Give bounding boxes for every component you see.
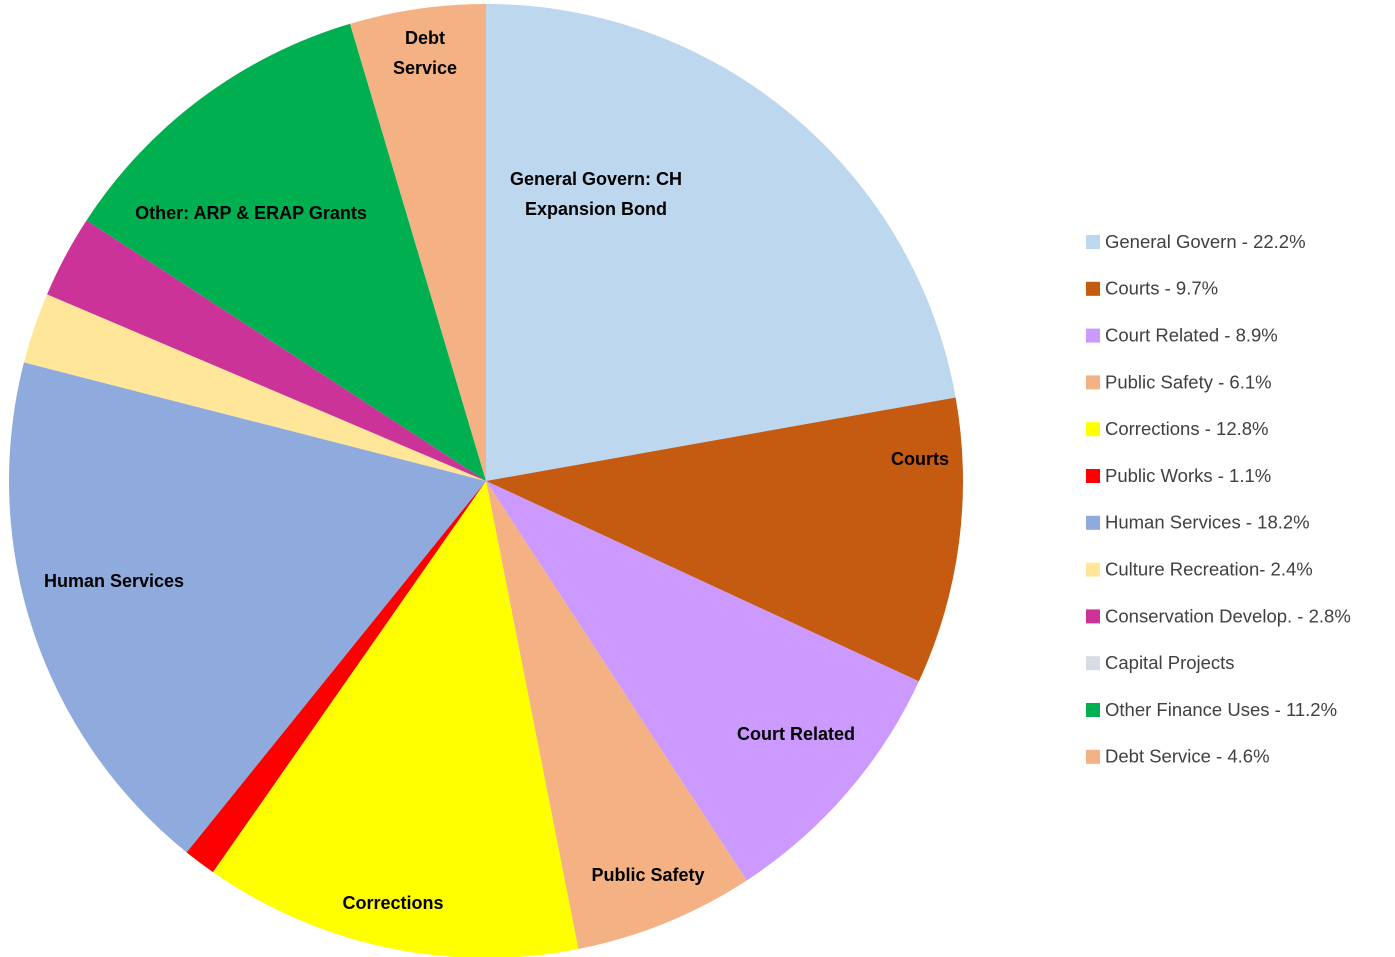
pie-slice	[486, 397, 964, 682]
legend-swatch	[1086, 609, 1100, 624]
slice-label: Human Services	[44, 571, 184, 591]
legend-swatch	[1086, 281, 1100, 296]
legend-label: Public Safety - 6.1%	[1105, 371, 1272, 392]
slice-label: Expansion Bond	[525, 199, 667, 219]
pie-slice	[186, 481, 486, 873]
slice-label: General Govern: CH	[510, 169, 682, 189]
legend-label: Court Related - 8.9%	[1105, 324, 1278, 345]
legend-label: Conservation Develop. - 2.8%	[1105, 605, 1351, 626]
legend-swatch	[1086, 328, 1100, 343]
legend-label: Capital Projects	[1105, 652, 1235, 673]
pie-slice	[23, 294, 486, 481]
legend-swatch	[1086, 375, 1100, 390]
pie-slice	[8, 362, 486, 853]
slice-label: Public Safety	[591, 865, 704, 885]
slice-label: Courts	[891, 449, 949, 469]
pie-slice	[350, 4, 486, 481]
slice-label: Corrections	[342, 893, 443, 913]
pie-slice	[47, 220, 486, 481]
slice-label: Service	[393, 58, 457, 78]
legend-swatch	[1086, 656, 1100, 671]
legend-label: Corrections - 12.8%	[1105, 418, 1268, 439]
legend-swatch	[1086, 235, 1100, 249]
legend-swatch	[1086, 562, 1100, 577]
legend-label: General Govern - 22.2%	[1105, 231, 1306, 252]
legend-label: Public Works - 1.1%	[1105, 465, 1271, 486]
legend-swatch	[1086, 469, 1100, 483]
legend-label: Debt Service - 4.6%	[1105, 746, 1270, 767]
legend-swatch	[1086, 515, 1100, 530]
legend-swatch	[1086, 749, 1100, 764]
pie-slice	[486, 481, 747, 949]
legend-label: Courts - 9.7%	[1105, 278, 1218, 299]
legend-swatch	[1086, 422, 1100, 437]
legend-label: Human Services - 18.2%	[1105, 512, 1310, 533]
slice-label: Court Related	[737, 724, 855, 744]
slice-label: Other: ARP & ERAP Grants	[135, 203, 367, 223]
slice-label: Debt	[405, 28, 445, 48]
legend-label: Other Finance Uses - 11.2%	[1105, 699, 1337, 720]
pie-slice	[212, 481, 579, 957]
legend-label: Culture Recreation- 2.4%	[1105, 558, 1313, 579]
pie-slice	[486, 4, 956, 481]
legend-swatch	[1086, 703, 1100, 717]
pie-slice	[86, 23, 487, 482]
pie-slice	[486, 481, 919, 881]
